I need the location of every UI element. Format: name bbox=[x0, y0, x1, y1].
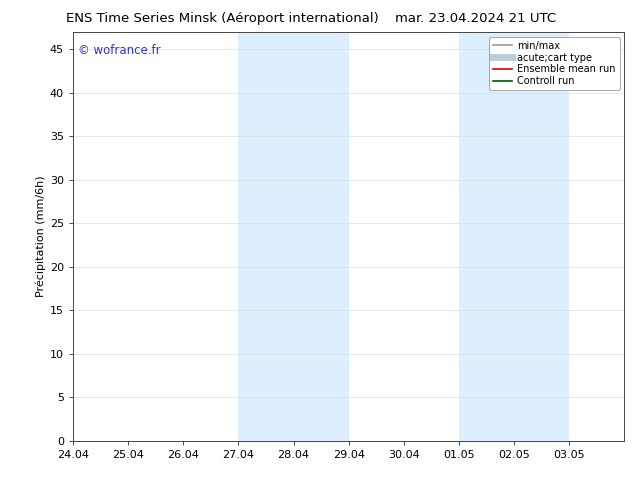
Text: ENS Time Series Minsk (Aéroport international): ENS Time Series Minsk (Aéroport internat… bbox=[65, 12, 378, 25]
Text: mar. 23.04.2024 21 UTC: mar. 23.04.2024 21 UTC bbox=[395, 12, 556, 25]
Text: © wofrance.fr: © wofrance.fr bbox=[79, 44, 161, 57]
Bar bbox=[459, 32, 569, 441]
Y-axis label: Précipitation (mm/6h): Précipitation (mm/6h) bbox=[35, 175, 46, 297]
Bar bbox=[238, 32, 349, 441]
Legend: min/max, acute;cart type, Ensemble mean run, Controll run: min/max, acute;cart type, Ensemble mean … bbox=[489, 37, 619, 90]
